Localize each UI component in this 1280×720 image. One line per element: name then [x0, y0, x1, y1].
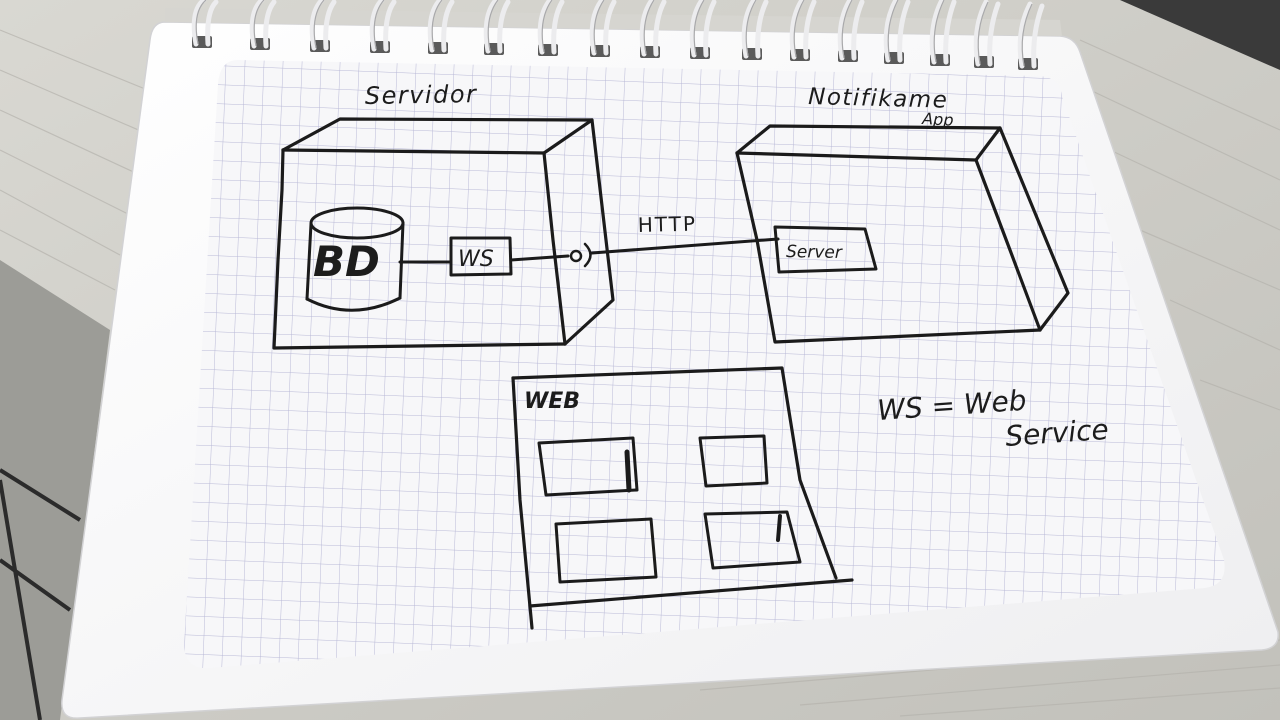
notifikame-title: Notifikame — [808, 84, 949, 114]
bd-label: BD — [313, 237, 380, 286]
web-widget-2 — [698, 434, 769, 488]
http-label: HTTP — [638, 211, 698, 237]
ws-label: WS — [458, 247, 494, 272]
app-subtitle: App — [921, 109, 954, 130]
http-connection-line — [590, 237, 780, 255]
web-widget-4 — [703, 510, 802, 570]
notifikame-app-box — [735, 124, 1070, 344]
ws-socket-connector — [509, 254, 570, 262]
legend-line-2: Service — [1004, 413, 1110, 453]
socket-icon — [569, 249, 583, 263]
server-box — [773, 225, 878, 274]
servidor-box — [272, 117, 615, 350]
web-page-box — [511, 366, 854, 630]
dark-corner — [1120, 0, 1280, 70]
web-widget-1 — [537, 436, 639, 497]
web-label: WEB — [524, 389, 580, 414]
floor-shadow — [0, 260, 110, 720]
web-widgets — [537, 434, 802, 584]
ws-box — [449, 236, 513, 277]
spiral-binding — [191, 0, 1045, 70]
wood-grain — [0, 29, 1280, 717]
server-label: Server — [786, 242, 843, 263]
web-widget-3 — [554, 517, 658, 584]
servidor-title: Servidor — [365, 80, 479, 110]
grid-lines — [184, 60, 1225, 669]
socket-arc — [583, 242, 592, 268]
